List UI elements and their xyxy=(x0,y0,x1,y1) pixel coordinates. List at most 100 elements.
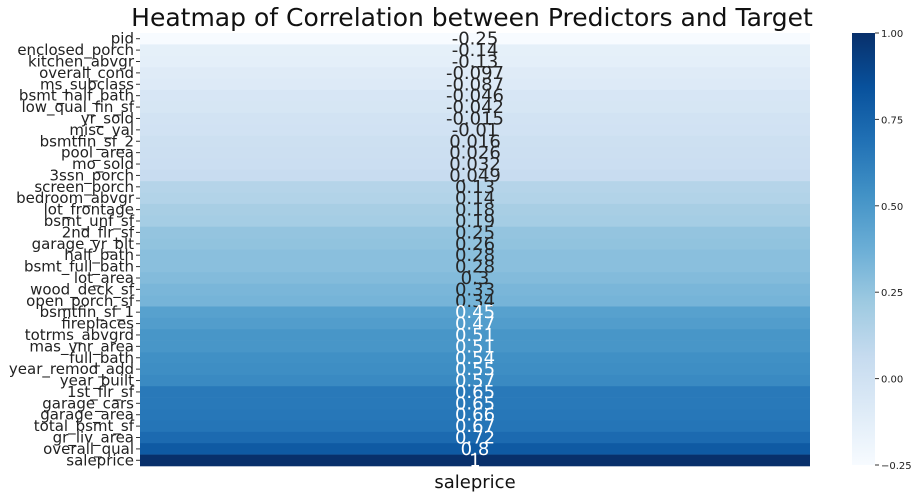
y-tick-label: yr_sold xyxy=(81,109,134,128)
heatmap-cell xyxy=(140,135,810,148)
heatmap-cell xyxy=(140,386,810,398)
cell-value-label: 0.18 xyxy=(455,200,495,221)
cell-value-label: -0.097 xyxy=(446,63,504,84)
heatmap-cell xyxy=(140,169,810,182)
y-tick-label: overall_cond xyxy=(39,64,134,83)
y-tick-label: full_bath xyxy=(69,349,134,368)
y-tick-label: garage_cars xyxy=(42,394,134,413)
heatmap-cell xyxy=(140,203,810,216)
heatmap-cell xyxy=(140,124,810,136)
y-tick-label: kitchen_abvgr xyxy=(28,52,135,71)
y-tick-label: wood_deck_sf xyxy=(30,280,135,299)
y-tick-label: totrms_abvgrd xyxy=(25,326,134,345)
cell-value-label: 0.65 xyxy=(455,382,495,403)
y-tick-label: 3ssn_porch xyxy=(50,166,134,185)
y-tick-label: pool_area xyxy=(61,144,134,163)
cell-value-label: 0.54 xyxy=(455,348,495,369)
cell-value-label: 0.66 xyxy=(455,405,495,426)
heatmap-cell xyxy=(140,306,810,319)
heatmap-cell xyxy=(140,397,810,410)
cell-value-label: 0.45 xyxy=(455,302,495,323)
y-tick-label: misc_val xyxy=(69,121,134,140)
y-tick-label: screen_porch xyxy=(34,178,134,197)
cell-value-label: 0.51 xyxy=(455,336,495,357)
y-tick-label: lot_area xyxy=(74,269,134,288)
cell-value-label: -0.14 xyxy=(452,40,499,61)
y-tick-label: enclosed_porch xyxy=(17,41,134,60)
y-tick-label: bedroom_abvgr xyxy=(16,189,135,208)
heatmap-cell xyxy=(140,112,810,125)
cell-value-label: 0.049 xyxy=(449,165,501,186)
heatmap-cell xyxy=(140,374,810,387)
heatmap-cell xyxy=(140,249,810,262)
colorbar xyxy=(852,33,875,465)
cell-value-label: 0.65 xyxy=(455,393,495,414)
y-tick-label: ms_subclass xyxy=(40,75,134,94)
y-tick-label: open_porch_sf xyxy=(26,292,135,311)
cell-value-label: -0.046 xyxy=(446,86,504,107)
cell-value-label: 0.28 xyxy=(455,245,495,266)
heatmap-cell xyxy=(140,181,810,193)
heatmap-cell xyxy=(140,146,810,159)
heatmap-cell xyxy=(140,89,810,102)
heatmap-cell xyxy=(140,431,810,444)
colorbar-tick-label: 0.50 xyxy=(881,202,903,213)
colorbar-ticks: 1.00 0.75 0.50 0.25 0.00 −0.25 xyxy=(875,29,912,472)
heatmap-cell xyxy=(140,260,810,273)
heatmap-cell xyxy=(140,340,810,353)
y-tick-label: low_qual_fin_sf xyxy=(21,98,134,117)
y-tick-label: garage_area xyxy=(40,406,134,425)
y-tick-label: bsmt_half_bath xyxy=(19,87,134,106)
heatmap-cells xyxy=(140,33,810,467)
cell-value-label: 0.26 xyxy=(455,234,495,255)
cell-value-label: 0.8 xyxy=(461,439,490,460)
y-tick-label: 1st_flr_sf xyxy=(67,383,135,402)
colorbar-tick-label: 0.25 xyxy=(881,288,903,299)
colorbar-tick-label: −0.25 xyxy=(881,461,912,472)
cell-value-label: 0.13 xyxy=(455,177,495,198)
heatmap-cell xyxy=(140,409,810,421)
heatmap-cell xyxy=(140,158,810,171)
cell-value-label: 0.51 xyxy=(455,325,495,346)
y-tick-label: bsmtfin_sf_1 xyxy=(40,303,134,322)
heatmap-cell xyxy=(140,272,810,284)
heatmap-cell xyxy=(140,33,810,45)
heatmap-cell xyxy=(140,44,810,57)
cell-value-label: 1 xyxy=(469,450,480,471)
cell-value-label: 0.026 xyxy=(449,143,501,164)
heatmap-cell xyxy=(140,443,810,455)
heatmap-cell xyxy=(140,67,810,79)
heatmap-cell xyxy=(140,238,810,250)
y-tick-label: overall_qual xyxy=(43,440,134,459)
colorbar-tick-label: 1.00 xyxy=(881,29,903,40)
y-tick-label: bsmt_unf_sf xyxy=(44,212,135,231)
cell-value-label: 0.72 xyxy=(455,428,495,449)
cell-value-label: -0.25 xyxy=(452,29,499,50)
cell-value-label: 0.57 xyxy=(455,371,495,392)
colorbar-gradient xyxy=(852,33,875,465)
heatmap-cell xyxy=(140,283,810,296)
y-tick-label: lot_frontage xyxy=(44,201,134,220)
heatmap-cell xyxy=(140,363,810,376)
heatmap-cell xyxy=(140,55,810,68)
y-tick-label: half_bath xyxy=(64,246,134,265)
colorbar-tick-label: 0.75 xyxy=(881,115,903,126)
heatmap-cell xyxy=(140,420,810,433)
y-tick-label: mo_sold xyxy=(72,155,134,174)
x-axis-label: saleprice xyxy=(434,472,515,493)
cell-value-label: 0.47 xyxy=(455,314,495,335)
cell-value-label: -0.015 xyxy=(446,108,504,129)
colorbar-tick-label: 0.00 xyxy=(881,375,903,386)
cell-value-label: 0.34 xyxy=(455,291,495,312)
y-tick-label: garage_yr_blt xyxy=(32,235,135,254)
heatmap-cell xyxy=(140,215,810,228)
heatmap-cell xyxy=(140,317,810,330)
cell-value-label: 0.14 xyxy=(455,188,495,209)
cell-value-label: 0.33 xyxy=(455,279,495,300)
heatmap-cell xyxy=(140,295,810,307)
heatmap-cell xyxy=(140,78,810,91)
y-tick-label: year_built xyxy=(60,372,134,391)
cell-value-label: -0.13 xyxy=(452,51,499,72)
y-tick-label: bsmtfin_sf_2 xyxy=(40,132,134,151)
cell-value-label: 0.19 xyxy=(455,211,495,232)
